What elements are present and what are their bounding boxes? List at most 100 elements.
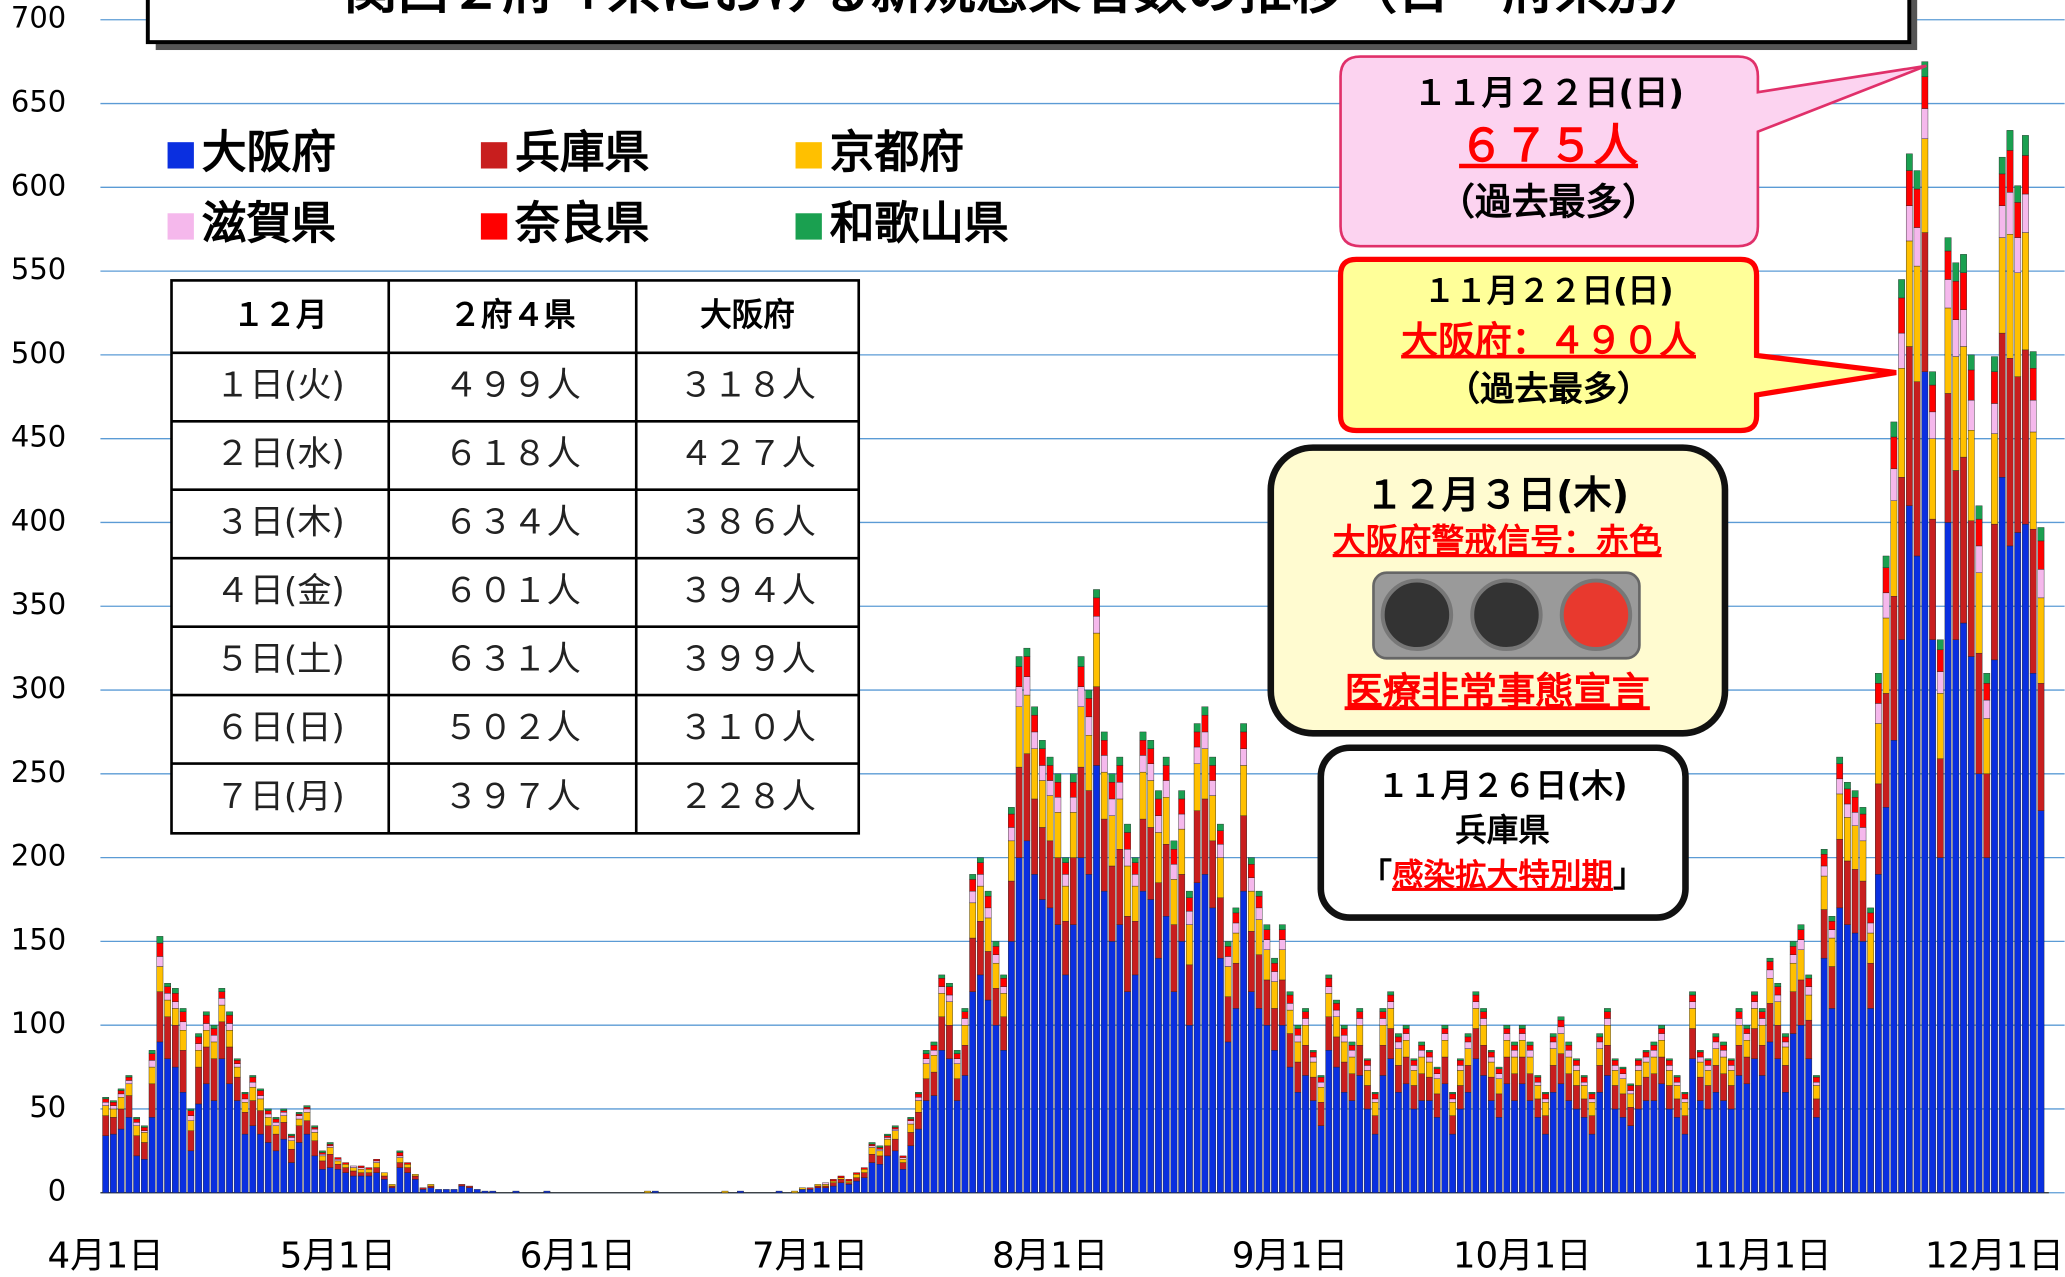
- bar-segment: [2014, 237, 2022, 273]
- bar-segment: [1805, 1019, 1813, 1059]
- bar-segment: [1147, 899, 1155, 1193]
- bar-segment: [1100, 890, 1108, 1193]
- bar-segment: [1851, 869, 1859, 934]
- bar-segment: [1023, 753, 1031, 842]
- bar-segment: [1162, 780, 1170, 798]
- bar-segment: [1480, 1045, 1487, 1076]
- bar-segment: [1147, 763, 1155, 781]
- bar-segment: [1666, 1060, 1673, 1066]
- bar-segment: [1813, 1075, 1820, 1078]
- bar-segment: [1371, 1133, 1379, 1193]
- bar-segment: [1054, 812, 1062, 858]
- bar-segment: [1828, 929, 1836, 939]
- bar-segment: [1031, 706, 1038, 716]
- bar-segment: [1673, 1117, 1681, 1193]
- bar-segment: [1944, 522, 1952, 1193]
- bar-segment: [350, 1175, 357, 1193]
- bar-segment: [1162, 843, 1170, 917]
- bar-segment: [1836, 778, 1844, 795]
- bar-segment: [930, 1041, 938, 1046]
- bar-segment: [1704, 1060, 1712, 1066]
- bar-segment: [1294, 1035, 1302, 1043]
- bar-segment: [1054, 924, 1062, 1193]
- bar-segment: [1457, 1085, 1464, 1110]
- bar-segment: [1588, 1093, 1596, 1100]
- legend-swatch: [795, 213, 822, 240]
- bar-segment: [1758, 1045, 1766, 1076]
- bar-segment: [110, 1102, 117, 1106]
- bar-segment: [1998, 156, 2006, 175]
- bar-segment: [1139, 818, 1147, 892]
- bar-segment: [1487, 1076, 1495, 1101]
- bar-segment: [992, 1024, 1000, 1193]
- bar-segment: [1131, 974, 1139, 1193]
- bar-segment: [1983, 683, 1991, 701]
- bar-segment: [1031, 748, 1038, 800]
- table-cell: ３９９人: [679, 639, 816, 679]
- bar-segment: [860, 1177, 868, 1193]
- bar-segment: [1263, 1024, 1271, 1193]
- bar-segment: [1929, 518, 1936, 640]
- bar-segment: [1108, 815, 1116, 867]
- bar-segment: [148, 1053, 156, 1061]
- bar-segment: [1062, 874, 1069, 887]
- bar-segment: [1093, 686, 1100, 766]
- bar-segment: [357, 1169, 365, 1173]
- bar-segment: [1635, 1085, 1642, 1110]
- bar-segment: [2022, 232, 2029, 351]
- bar-segment: [249, 1086, 257, 1101]
- bar-segment: [202, 1083, 210, 1193]
- bar-segment: [1635, 1060, 1642, 1066]
- bar-segment: [1217, 897, 1224, 959]
- bar-segment: [829, 1179, 837, 1182]
- bar-segment: [1534, 1085, 1542, 1100]
- bar-segment: [1302, 1008, 1309, 1012]
- bar-segment: [1278, 939, 1286, 950]
- bar-segment: [1000, 986, 1007, 994]
- bar-segment: [373, 1159, 380, 1162]
- y-tick-label: 350: [11, 587, 66, 621]
- table-cell: ３９７人: [444, 777, 581, 817]
- bar-segment: [1929, 438, 1936, 520]
- bar-segment: [1743, 1028, 1751, 1034]
- bar-segment: [125, 1076, 133, 1081]
- bar-segment: [1325, 974, 1333, 979]
- bar-segment: [1139, 731, 1147, 741]
- bar-segment: [1100, 818, 1108, 892]
- bar-segment: [1727, 1060, 1735, 1066]
- bar-segment: [1325, 1050, 1333, 1193]
- bar-segment: [1549, 1036, 1557, 1043]
- bar-segment: [319, 1155, 326, 1162]
- bar-segment: [992, 988, 1000, 1026]
- bar-segment: [365, 1175, 373, 1193]
- bar-segment: [187, 1108, 195, 1111]
- bar-segment: [1534, 1076, 1542, 1083]
- bar-segment: [1449, 1102, 1456, 1116]
- bar-segment: [1913, 227, 1921, 267]
- bar-segment: [1735, 1045, 1743, 1076]
- bar-segment: [1774, 1001, 1782, 1026]
- bar-segment: [1124, 823, 1131, 833]
- bar-segment: [1023, 676, 1031, 696]
- bar-segment: [1967, 656, 1975, 1193]
- bar-segment: [1340, 1024, 1348, 1029]
- bar-segment: [295, 1112, 303, 1115]
- bar-segment: [1038, 899, 1046, 1193]
- bar-segment: [1054, 857, 1062, 925]
- bar-segment: [1967, 430, 1975, 521]
- bar-segment: [1155, 957, 1162, 1193]
- bar-segment: [1186, 1024, 1193, 1193]
- bar-segment: [1015, 666, 1023, 687]
- bar-segment: [1410, 1070, 1418, 1086]
- bar-segment: [1457, 1060, 1464, 1066]
- bar-segment: [1271, 1008, 1278, 1051]
- bar-segment: [272, 1125, 280, 1135]
- bar-segment: [1302, 1045, 1309, 1076]
- hyogo-box: [1317, 744, 1689, 921]
- bar-segment: [1263, 939, 1271, 950]
- bar-segment: [1162, 765, 1170, 781]
- bar-segment: [396, 1162, 404, 1168]
- overlay-layer: 関西２府４県における新規感染者数の推移（日・府県別） １１月２２日(日) ６７５…: [145, 0, 1927, 921]
- bar-segment: [1000, 974, 1007, 979]
